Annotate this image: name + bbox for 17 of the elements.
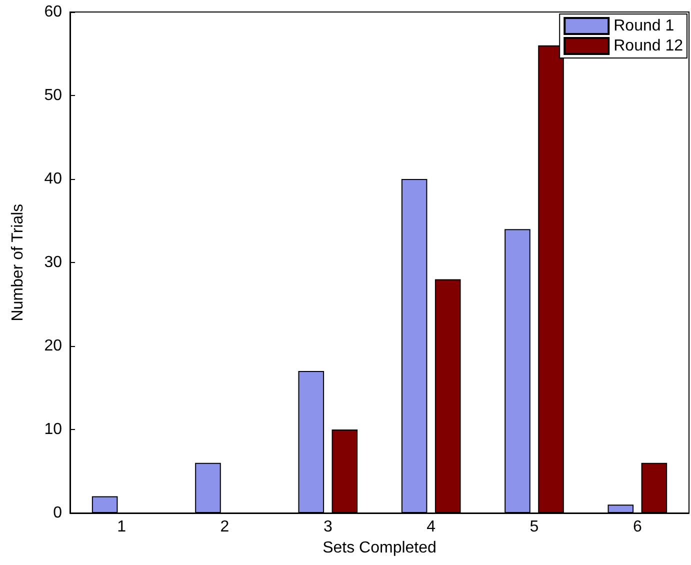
y-axis-title: Number of Trials (10, 204, 26, 322)
y-tick-label: 0 (53, 504, 62, 522)
y-tick-label: 20 (44, 338, 62, 354)
y-tick-label: 10 (44, 421, 62, 438)
x-axis-title: Sets Completed (322, 539, 436, 556)
x-tick-label: 5 (530, 518, 539, 536)
y-tick-label: 30 (44, 254, 62, 271)
y-tick-label: 40 (44, 170, 62, 188)
legend-label: Round 12 (614, 38, 684, 54)
x-tick-label: 2 (220, 518, 230, 536)
y-tick-label: 60 (44, 4, 62, 20)
legend-label: Round 1 (614, 18, 674, 34)
x-tick-label: 3 (323, 518, 332, 536)
x-tick-label: 6 (632, 518, 642, 536)
x-tick-label: 4 (426, 518, 436, 536)
y-tick-label: 50 (44, 87, 62, 104)
x-tick-label: 1 (117, 518, 126, 536)
